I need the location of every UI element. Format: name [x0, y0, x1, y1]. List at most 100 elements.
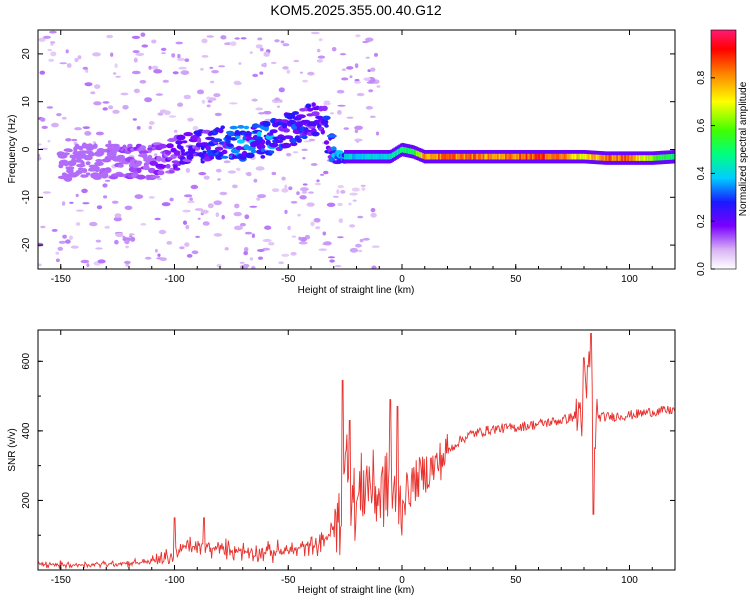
spectrogram-noise-blob — [69, 201, 74, 204]
spectrogram-ridge-core — [511, 153, 514, 160]
spectrogram-noise-blob — [318, 38, 323, 42]
spectrogram-noise-blob — [270, 61, 277, 64]
spectrogram-noise-blob — [217, 178, 221, 181]
spectrogram-ridge-core — [377, 153, 380, 160]
spectrogram-noise-blob — [374, 52, 378, 57]
spectrogram-noise-blob — [232, 184, 238, 189]
spectrogram-noise-blob — [308, 138, 316, 142]
spectrogram-ridge-core — [344, 153, 347, 160]
snr-x-tick-label: 50 — [510, 575, 522, 586]
spectrogram-ridge-core — [401, 146, 404, 153]
spectrogram-noise-blob — [144, 256, 152, 260]
spectrogram-noise-blob — [271, 188, 280, 193]
spectrogram-ridge-core — [648, 155, 651, 161]
spectrogram-ridge-core — [431, 153, 434, 160]
spectrogram-ridge-core — [428, 153, 431, 160]
spectrogram-ridge-blob — [105, 167, 111, 172]
spectrogram-ridge-core — [495, 153, 498, 160]
spectrogram-ridge-core — [404, 147, 407, 154]
spectrogram-ridge-blob — [176, 134, 186, 141]
spectrogram-noise-blob — [179, 246, 185, 250]
spectrogram-noise-blob — [223, 160, 231, 164]
spectrogram-ridge-core — [536, 153, 539, 160]
spectrogram-noise-blob — [161, 52, 166, 55]
spectrogram-y-label: Frequency (Hz) — [7, 115, 18, 184]
spectrogram-noise-blob — [148, 196, 155, 199]
spectrogram-ridge-core — [444, 153, 447, 160]
spectrogram-ridge-core — [492, 153, 495, 160]
spectrogram-noise-blob — [122, 237, 132, 242]
spectrogram-noise-blob — [249, 257, 254, 261]
spectrogram-ridge-core — [471, 153, 474, 160]
spectrogram-noise-blob — [353, 81, 362, 84]
spectrogram-ridge-core — [422, 153, 425, 159]
spectrogram-noise-blob — [354, 63, 359, 69]
spectrogram-noise-blob — [185, 224, 190, 230]
spectrogram-noise-blob — [299, 195, 307, 200]
spectrogram-ridge-core — [508, 153, 511, 160]
spectrogram-ridge-core — [528, 153, 532, 160]
spectrogram-ridge-core — [535, 153, 538, 160]
spectrogram-ridge-blob — [249, 153, 255, 157]
spectrogram-noise-blob — [74, 57, 79, 63]
spectrogram-noise-blob — [124, 205, 133, 210]
spectrogram-noise-blob — [251, 98, 258, 102]
spectrogram-noise-blob — [239, 261, 245, 264]
spectrogram-noise-blob — [371, 245, 380, 248]
spectrogram-ridge-core — [641, 155, 645, 161]
spectrogram-ridge-blob — [314, 119, 321, 124]
spectrogram-ridge-core — [584, 153, 587, 160]
spectrogram-ridge-core — [356, 153, 360, 160]
spectrogram-noise-blob — [62, 116, 67, 120]
spectrogram-ridge-core — [567, 153, 570, 160]
spectrogram-noise-blob — [173, 129, 178, 133]
spectrogram-ridge-blob — [94, 161, 104, 167]
spectrogram-noise-blob — [201, 38, 208, 44]
spectrogram-noise-blob — [286, 69, 291, 74]
spectrogram-ridge-blob — [94, 166, 100, 173]
spectrogram-ridge-core — [479, 153, 482, 160]
spectrogram-x-tick-label: -50 — [281, 274, 296, 285]
spectrogram-noise-blob — [201, 99, 206, 104]
spectrogram-noise-blob — [352, 199, 357, 202]
spectrogram-ridge-core — [380, 153, 383, 160]
spectrogram-ridge-core — [503, 153, 506, 160]
spectrogram-noise-blob — [187, 117, 194, 122]
spectrogram-ridge-core — [586, 154, 589, 160]
spectrogram-y-tick-label: 20 — [21, 48, 32, 60]
spectrogram-noise-blob — [171, 53, 176, 58]
spectrogram-noise-blob — [80, 259, 90, 264]
spectrogram-ridge-core — [474, 153, 477, 160]
spectrogram-noise-blob — [112, 109, 120, 114]
spectrogram-ridge-blob — [173, 150, 181, 156]
spectrogram-noise-blob — [359, 238, 364, 243]
spectrogram-ridge-core — [500, 153, 503, 160]
spectrogram-x-tick-label: 50 — [510, 274, 522, 285]
spectrogram-ridge-core — [627, 155, 630, 161]
spectrogram-ridge-core — [579, 153, 582, 160]
spectrogram-ridge-core — [519, 153, 522, 160]
spectrogram-noise-blob — [337, 104, 346, 107]
spectrogram-noise-blob — [122, 105, 129, 110]
spectrogram-ridge-core — [649, 155, 653, 161]
spectrogram-ridge-core — [498, 153, 501, 160]
spectrogram-noise-blob — [360, 184, 366, 187]
spectrogram-noise-blob — [274, 39, 280, 43]
spectrogram-noise-blob — [206, 35, 214, 38]
spectrogram-noise-blob — [362, 40, 369, 44]
spectrogram-noise-blob — [349, 224, 356, 228]
spectrogram-ridge-core — [540, 153, 543, 160]
spectrogram-noise-blob — [154, 153, 158, 157]
spectrogram-noise-blob — [257, 256, 264, 260]
spectrogram-ridge-core — [635, 155, 638, 161]
spectrogram-ridge-core — [363, 153, 366, 160]
spectrogram-ridge-core — [613, 155, 616, 161]
spectrogram-ridge-blob — [251, 149, 257, 154]
spectrogram-noise-blob — [125, 245, 129, 249]
spectrogram-ridge-blob — [225, 138, 231, 145]
spectrogram-noise-blob — [284, 209, 288, 214]
spectrogram-ridge-core — [355, 153, 358, 160]
spectrogram-noise-blob — [154, 248, 158, 253]
spectrogram-noise-blob — [158, 229, 167, 235]
spectrogram-ridge-core — [600, 154, 603, 161]
